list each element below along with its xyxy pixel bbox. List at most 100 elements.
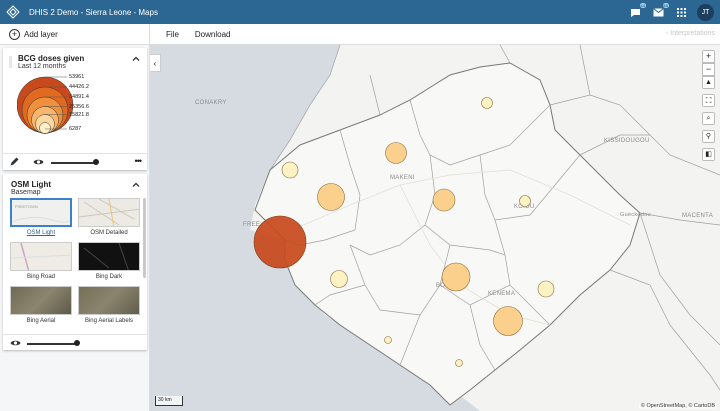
messages-button[interactable]: 44 <box>628 2 646 20</box>
basemap-option-bing-dark[interactable]: Bing Dark <box>78 242 140 280</box>
opacity-slider-thumb[interactable] <box>93 159 99 165</box>
basemap-option-bing-aerial[interactable]: Bing Aerial <box>10 286 72 324</box>
thematic-layer-card: BCG doses given Last 12 months 53961 444… <box>3 48 147 170</box>
add-layer-label: Add layer <box>24 29 58 39</box>
zoom-to-content-button[interactable]: ⌕ <box>702 112 715 125</box>
chevron-left-icon: ‹ <box>153 58 157 68</box>
map-canvas[interactable]: CONAKRY KISSIDOUGOU MAKENI KOIDU Guéckéd… <box>150 45 720 411</box>
layer-period: Last 12 months <box>18 63 66 70</box>
measure-icon: ◧ <box>705 151 712 158</box>
app-title: DHIS 2 Demo - Sierra Leone - Maps <box>29 7 158 17</box>
mail-button[interactable]: 65 <box>651 2 669 20</box>
map-label-gueckedou: Guéckédou <box>620 212 651 218</box>
mail-badge: 65 <box>662 2 669 8</box>
legend-value: 53961 <box>69 74 85 80</box>
basemap-thumbnail <box>78 242 140 271</box>
add-layer-button[interactable]: + Add layer <box>0 23 150 45</box>
bubble <box>281 161 299 179</box>
basemap-option-osm-detailed[interactable]: OSM Detailed <box>78 198 140 236</box>
apps-grid-icon <box>676 8 686 17</box>
reset-bearing-button[interactable]: ▲ <box>702 76 715 89</box>
messages-badge: 44 <box>639 2 646 8</box>
bubble <box>481 97 493 109</box>
bubble <box>441 262 471 292</box>
legend-bubbles <box>17 76 74 134</box>
map-label-bo: BO <box>436 283 446 289</box>
bubble-freetown <box>253 215 307 269</box>
bubble <box>330 270 348 288</box>
legend-value: 34891.4 <box>69 94 89 100</box>
basemap-option-bing-road[interactable]: Bing Road <box>10 242 72 280</box>
bubble <box>519 195 531 207</box>
basemap-label: OSM Detailed <box>90 230 128 236</box>
search-controls: ⚲ <box>702 130 715 143</box>
chevron-up-icon[interactable] <box>131 180 141 190</box>
user-avatar[interactable]: JT <box>697 4 714 21</box>
visibility-eye-icon[interactable] <box>10 339 21 347</box>
map-label-macenta: MACENTA <box>682 213 713 219</box>
basemap-card: OSM Light Basemap FREETOWN OSM Light OSM… <box>3 174 147 350</box>
map-label-koidu: KOIDU <box>514 204 535 210</box>
collapse-panel-button[interactable]: ‹ <box>150 54 161 72</box>
zoom-in-button[interactable]: + <box>702 50 715 63</box>
zoom-out-button[interactable]: − <box>702 63 715 76</box>
download-menu[interactable]: Download <box>194 29 231 39</box>
dhis2-logo-icon[interactable] <box>6 5 20 19</box>
basemap-opacity-slider-thumb[interactable] <box>74 340 80 346</box>
basemap-scrollbar[interactable] <box>143 198 146 278</box>
legend-value: 15821.8 <box>69 111 89 118</box>
basemap-thumbnail <box>10 286 72 315</box>
add-circle-icon: + <box>9 28 20 40</box>
basemap-option-bing-aerial-labels[interactable]: Bing Aerial Labels <box>78 286 140 324</box>
legend-value: 44426.2 <box>69 84 89 90</box>
apps-button[interactable] <box>674 6 688 20</box>
map-label-kenema: KENEMA <box>488 291 516 297</box>
view-controls: ⛶ <box>702 94 715 107</box>
bubble <box>317 183 345 211</box>
bubble <box>537 280 555 298</box>
basemap-label: Bing Aerial Labels <box>84 318 134 324</box>
drag-handle-icon[interactable] <box>9 56 12 68</box>
interpretations-label: Interpretations <box>670 30 715 37</box>
layers-panel: BCG doses given Last 12 months 53961 444… <box>0 45 150 411</box>
basemap-option-osm-light[interactable]: FREETOWN OSM Light <box>10 198 72 236</box>
fullscreen-button[interactable]: ⛶ <box>702 94 715 107</box>
visibility-eye-icon[interactable] <box>33 158 44 166</box>
bubble <box>384 336 392 344</box>
basemap-toolbar <box>3 334 147 350</box>
layer-toolbar: ••• <box>3 153 147 170</box>
measure-controls: ◧ <box>702 148 715 161</box>
interpretations-toggle[interactable]: ‹ Interpretations <box>665 30 715 37</box>
legend-value: 6287 <box>69 126 82 132</box>
basemap-label: Bing Aerial <box>26 318 56 324</box>
fit-controls: ⌕ <box>702 112 715 125</box>
bubble-layer <box>253 97 555 367</box>
compass-icon: ▲ <box>705 79 712 86</box>
basemap-subtitle: Basemap <box>11 189 41 196</box>
map-controls: + − ▲ ⛶ ⌕ ⚲ ◧ <box>702 50 715 166</box>
map-attribution[interactable]: © OpenStreetMap, © CartoDB <box>638 403 717 409</box>
scale-bar: 30 km <box>155 396 183 406</box>
zoom-extent-icon: ⌕ <box>706 115 711 122</box>
basemap-label: OSM Light <box>26 230 56 236</box>
basemap-thumbnail <box>78 198 140 227</box>
measure-button[interactable]: ◧ <box>702 148 715 161</box>
basemap-opacity-slider[interactable] <box>27 343 77 345</box>
edit-pencil-icon[interactable] <box>9 157 19 167</box>
thumb-label: FREETOWN <box>15 204 38 209</box>
search-button[interactable]: ⚲ <box>702 130 715 143</box>
map-label-makeni: MAKENI <box>390 175 415 181</box>
zoom-controls: + − ▲ <box>702 50 715 89</box>
legend-value: 25356.6 <box>69 103 89 110</box>
bubble <box>493 306 523 336</box>
opacity-slider[interactable] <box>51 162 96 164</box>
chat-icon <box>630 8 640 17</box>
basemap-thumbnail: FREETOWN <box>10 198 72 227</box>
file-menu[interactable]: File <box>166 29 179 39</box>
basemap-label: Bing Road <box>26 274 56 280</box>
more-options-icon[interactable]: ••• <box>134 156 143 166</box>
map-label-conakry: CONAKRY <box>195 100 227 106</box>
bubble <box>432 188 456 212</box>
basemap-label: Bing Dark <box>95 274 123 280</box>
chevron-up-icon[interactable] <box>131 54 141 64</box>
